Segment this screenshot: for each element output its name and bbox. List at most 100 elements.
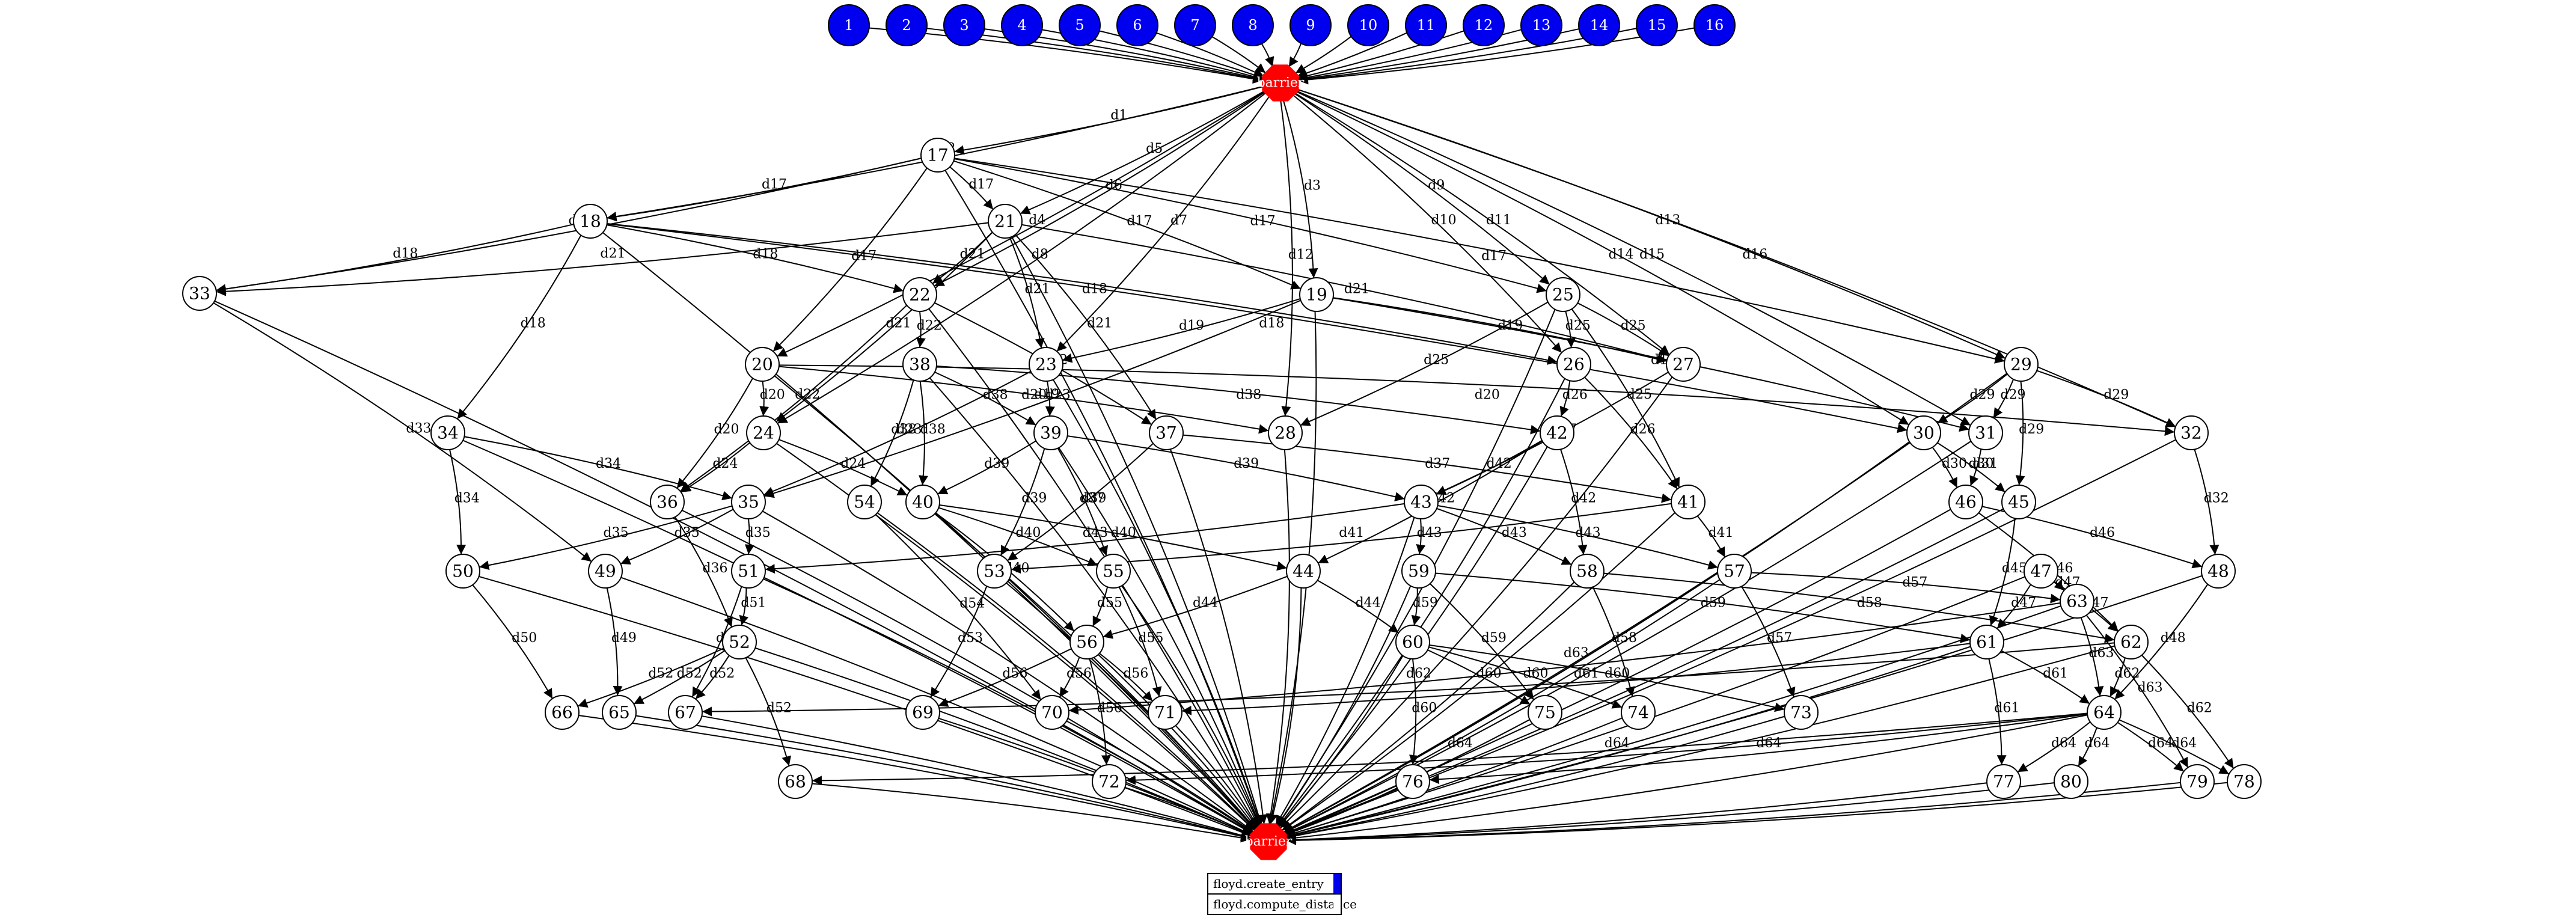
node-label: 61 — [1976, 632, 1998, 652]
node-label: 40 — [912, 492, 934, 512]
edge-label: d11 — [1486, 213, 1511, 228]
node-label: 33 — [189, 284, 210, 304]
edge — [1584, 376, 1678, 490]
edge — [954, 158, 1547, 293]
edge-label: d56 — [1123, 666, 1148, 681]
source-node-13: 13 — [1520, 4, 1562, 46]
edge-to-barrier — [1282, 581, 1575, 831]
edge — [1932, 447, 1958, 488]
source-node-16: 16 — [1693, 4, 1736, 46]
edge — [1436, 507, 1572, 566]
barrier-node-bottom: barrier — [1245, 823, 1293, 860]
edge-label: d46 — [2090, 525, 2115, 540]
edge — [607, 224, 904, 293]
task-node-69: 69 — [905, 695, 940, 730]
edge — [1118, 586, 1162, 697]
node-label: 20 — [751, 355, 773, 375]
edge — [1416, 518, 1426, 555]
edge-source-to-barrier — [1298, 27, 1695, 85]
edge — [1571, 308, 1680, 488]
edge-to-barrier — [1006, 582, 1256, 830]
edge-to-barrier — [1058, 447, 1261, 826]
node-label: 8 — [1248, 17, 1257, 34]
source-node-9: 9 — [1290, 4, 1332, 46]
task-node-73: 73 — [1784, 695, 1819, 730]
node-label: 75 — [1534, 703, 1556, 723]
legend-swatch — [1333, 874, 1341, 893]
edge-to-barrier — [1283, 441, 1972, 834]
task-node-47: 47 — [2024, 554, 2058, 589]
task-node-79: 79 — [2180, 764, 2215, 799]
task-node-36: 36 — [650, 485, 685, 519]
task-node-30: 30 — [1906, 415, 1941, 450]
edge — [1103, 575, 1288, 639]
task-node-20: 20 — [745, 347, 780, 382]
edge — [938, 648, 1072, 707]
edge — [1099, 652, 1153, 702]
task-node-67: 67 — [668, 695, 703, 730]
edge — [953, 160, 1302, 290]
edge-to-barrier — [1284, 508, 2004, 836]
node-label: 12 — [1475, 17, 1493, 34]
edge-label: d56 — [1002, 666, 1027, 681]
node-label: 23 — [1035, 355, 1057, 375]
edge-to-barrier — [1285, 715, 1785, 840]
edge-label: d34 — [596, 456, 621, 471]
edge-to-barrier — [1052, 379, 1262, 826]
edge — [1297, 88, 2176, 427]
node-label: 45 — [2008, 492, 2030, 512]
node-label: 46 — [1955, 492, 1977, 512]
edge — [213, 302, 592, 562]
edge-label: d43 — [1576, 525, 1601, 540]
edge — [2053, 580, 2065, 591]
task-node-72: 72 — [1092, 764, 1127, 799]
edge — [739, 587, 749, 626]
node-label: 50 — [452, 562, 474, 581]
edge-to-barrier — [1285, 576, 2025, 838]
edge-label: d10 — [1431, 213, 1457, 228]
node-label: 60 — [1402, 632, 1424, 652]
edge — [676, 378, 753, 489]
edge-to-barrier — [1282, 512, 1675, 831]
task-node-39: 39 — [1033, 415, 1068, 450]
edge — [777, 93, 1266, 424]
edge-label: d62 — [1406, 666, 1431, 681]
edge — [1411, 587, 1421, 626]
node-label: 73 — [1790, 703, 1812, 723]
source-node-1: 1 — [828, 4, 870, 46]
node-label: 56 — [1076, 632, 1098, 652]
edge-label: d50 — [512, 631, 537, 646]
edge — [1021, 224, 1667, 363]
edge-label: d24 — [712, 456, 738, 471]
edge-label: d38 — [1236, 388, 1261, 403]
edge-to-barrier — [1286, 645, 2115, 841]
edge-label: d41 — [1339, 525, 1364, 540]
edge-label: d21 — [600, 246, 625, 262]
node-label: 15 — [1648, 17, 1666, 34]
edge-to-barrier — [1285, 787, 1398, 836]
edge — [1592, 586, 1635, 697]
task-node-34: 34 — [430, 415, 465, 450]
edge-to-barrier — [1011, 236, 1264, 825]
edge-label: d14 — [1608, 247, 1633, 262]
edge — [1428, 646, 1623, 709]
barrier-label: barrier — [1257, 76, 1305, 91]
source-node-15: 15 — [1636, 4, 1678, 46]
task-node-52: 52 — [722, 625, 757, 659]
edge — [607, 223, 1908, 433]
legend-swatch — [1333, 895, 1341, 914]
edge-label: d43 — [1417, 525, 1442, 540]
edge — [1009, 237, 1045, 349]
edge-label: d4 — [1029, 213, 1045, 228]
task-node-76: 76 — [1395, 764, 1430, 799]
edge — [2141, 655, 2235, 769]
node-label: 58 — [1576, 562, 1598, 581]
source-node-6: 6 — [1116, 4, 1158, 46]
edge-to-barrier — [578, 715, 1251, 841]
edge-label: d17 — [1127, 214, 1152, 229]
edge — [2015, 381, 2025, 486]
edge-to-barrier — [1268, 587, 1302, 824]
edge — [1056, 96, 1270, 352]
edge-label: d12 — [1288, 247, 1314, 262]
